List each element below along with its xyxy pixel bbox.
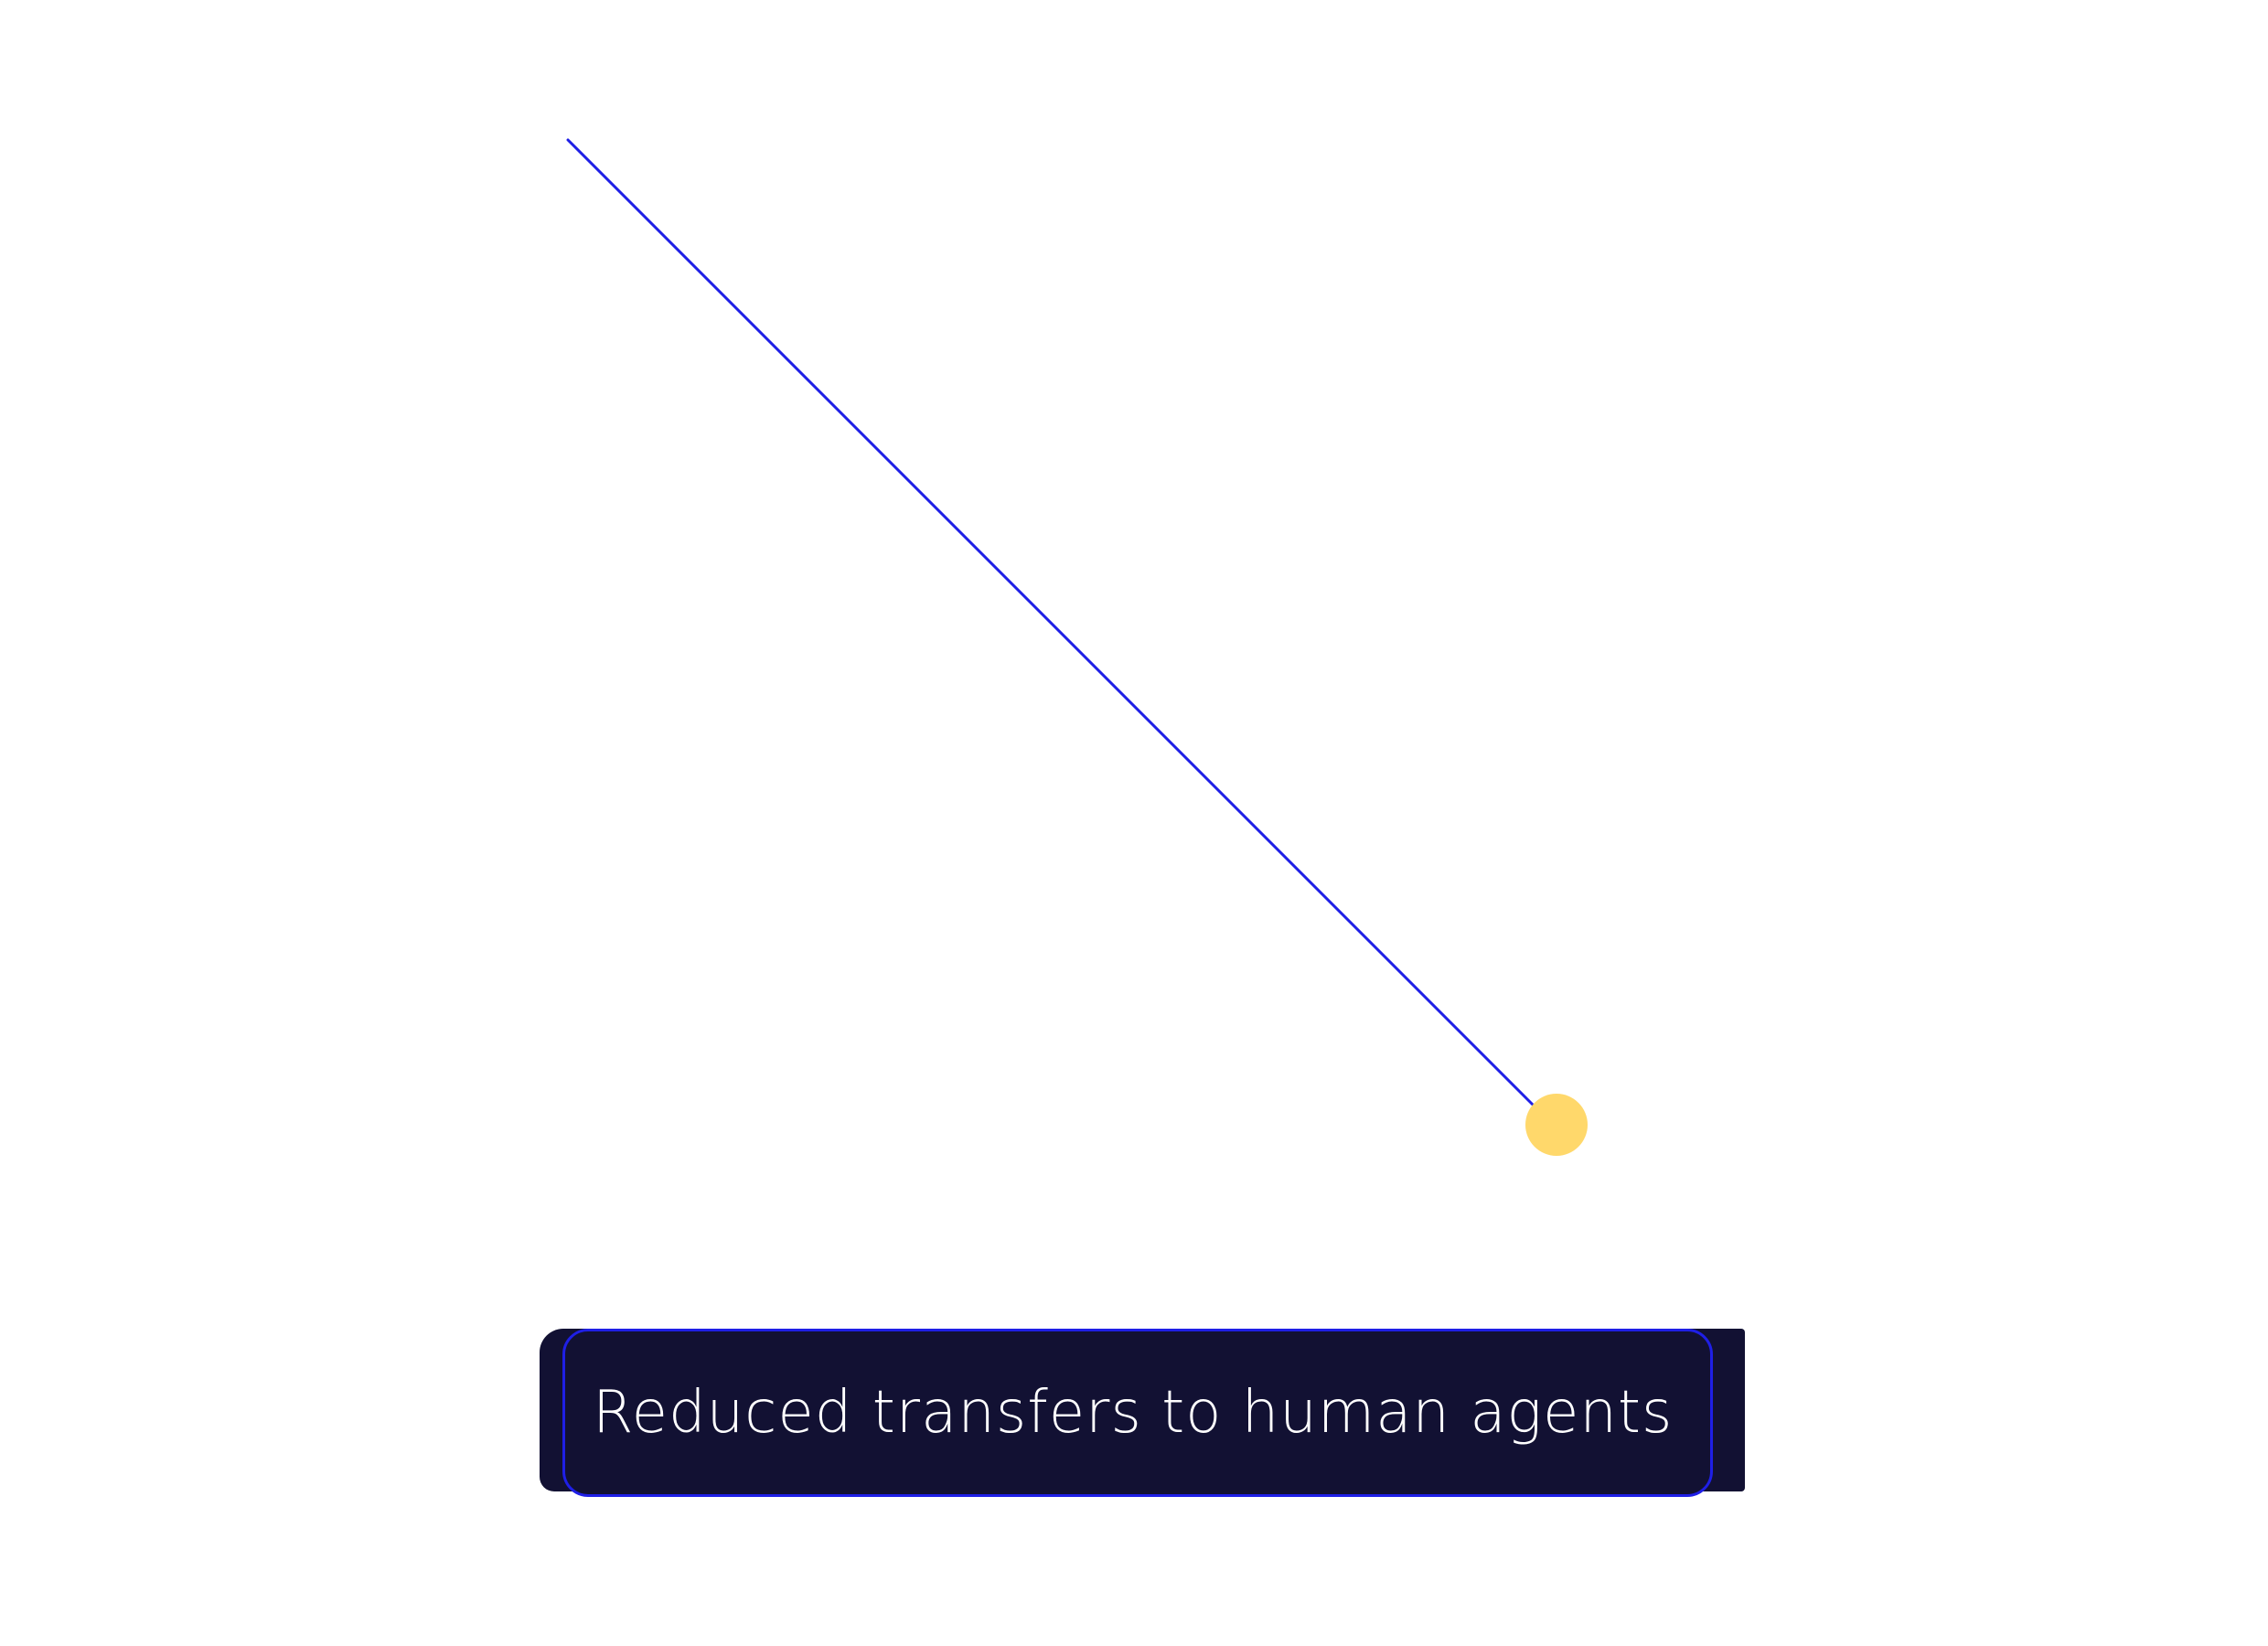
label-text: Reduced transfers to human agents [593,1379,1674,1447]
circle-node-icon [1525,1094,1588,1156]
connector-line [566,138,1536,1108]
callout-label: Reduced transfers to human agents [540,1329,1747,1497]
label-box: Reduced transfers to human agents [562,1329,1713,1497]
